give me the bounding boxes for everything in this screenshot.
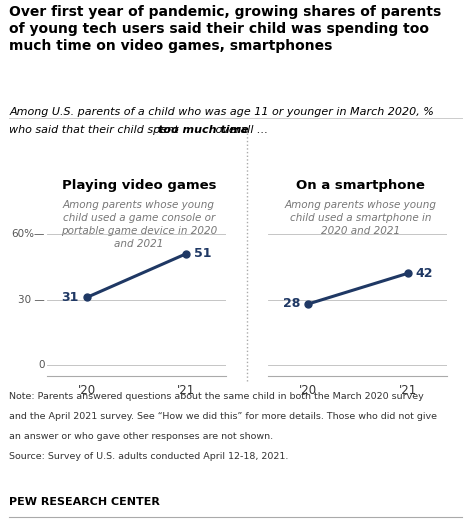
Text: 51: 51 [194, 247, 212, 260]
Text: too much time: too much time [158, 125, 249, 135]
Text: Playing video games: Playing video games [62, 179, 216, 192]
Text: 0: 0 [39, 360, 45, 370]
Text: 28: 28 [283, 297, 300, 310]
Text: PEW RESEARCH CENTER: PEW RESEARCH CENTER [9, 497, 160, 507]
Text: Note: Parents answered questions about the same child in both the March 2020 sur: Note: Parents answered questions about t… [9, 392, 424, 401]
Text: 31: 31 [62, 291, 79, 304]
Text: Source: Survey of U.S. adults conducted April 12-18, 2021.: Source: Survey of U.S. adults conducted … [9, 452, 289, 461]
Text: On a smartphone: On a smartphone [296, 179, 425, 192]
Text: Over first year of pandemic, growing shares of parents
of young tech users said : Over first year of pandemic, growing sha… [9, 5, 442, 53]
Text: 30 —: 30 — [18, 295, 45, 305]
Text: Among parents whose young
child used a game console or
portable game device in 2: Among parents whose young child used a g… [61, 200, 217, 249]
Text: 60%—: 60%— [12, 229, 45, 239]
Text: overall …: overall … [212, 125, 268, 135]
Text: Among parents whose young
child used a smartphone in
2020 and 2021: Among parents whose young child used a s… [284, 200, 436, 236]
Text: and the April 2021 survey. See “How we did this” for more details. Those who did: and the April 2021 survey. See “How we d… [9, 412, 438, 421]
Text: Among U.S. parents of a child who was age 11 or younger in March 2020, %: Among U.S. parents of a child who was ag… [9, 107, 434, 117]
Text: an answer or who gave other responses are not shown.: an answer or who gave other responses ar… [9, 432, 274, 441]
Text: 42: 42 [415, 267, 433, 280]
Text: who said that their child spent: who said that their child spent [9, 125, 182, 135]
